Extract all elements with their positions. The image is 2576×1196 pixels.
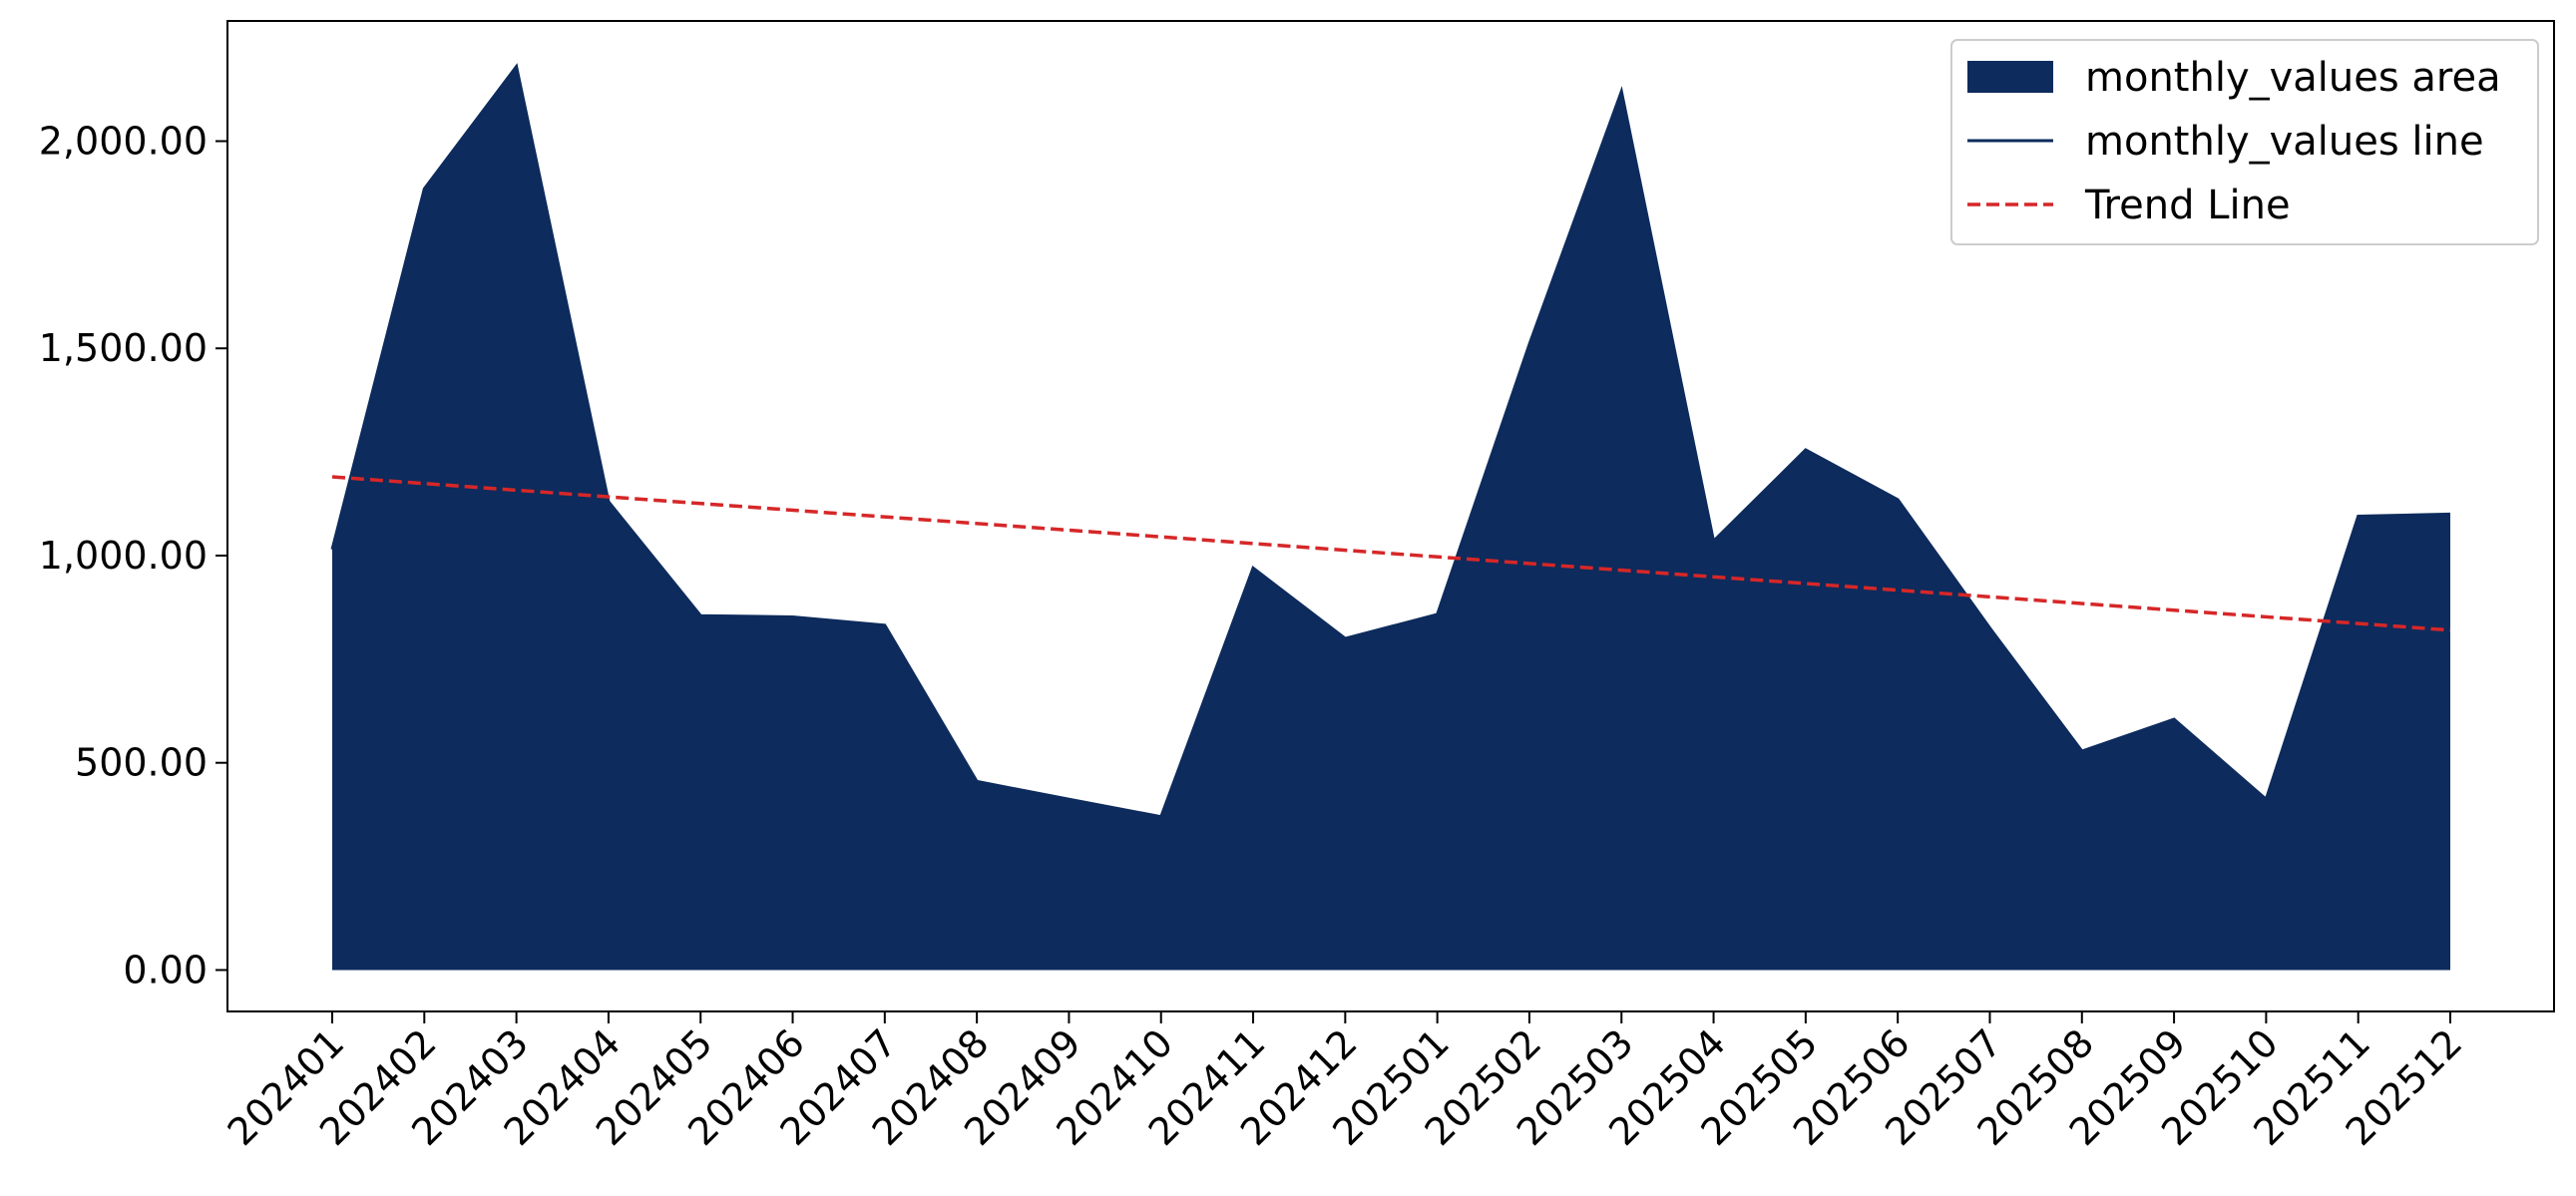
- legend-frame: [1950, 39, 2539, 245]
- y-axis: 0.00 500.00 1,000.00 1,500.00 2,000.00: [39, 119, 227, 992]
- y-tick-label: 1,500.00: [39, 326, 208, 370]
- legend-label-trend: Trend Line: [2084, 183, 2291, 228]
- y-tick-label: 0.00: [123, 948, 208, 992]
- y-tick-label: 1,000.00: [39, 534, 208, 578]
- y-tick-label: 500.00: [75, 741, 208, 785]
- area-series: [332, 66, 2450, 971]
- y-tick-label: 2,000.00: [39, 119, 208, 163]
- x-axis: 2024012024022024032024042024052024062024…: [219, 1011, 2470, 1154]
- legend: monthly_values area monthly_values line …: [1950, 39, 2539, 245]
- line-series: [330, 63, 2451, 819]
- trend-line: [331, 475, 2451, 632]
- legend-label-line: monthly_values line: [2085, 119, 2484, 165]
- plot-frame: [226, 20, 2555, 1012]
- legend-area-swatch: [1967, 61, 2053, 93]
- legend-label-area: monthly_values area: [2085, 55, 2501, 101]
- plot-area: [330, 63, 2451, 971]
